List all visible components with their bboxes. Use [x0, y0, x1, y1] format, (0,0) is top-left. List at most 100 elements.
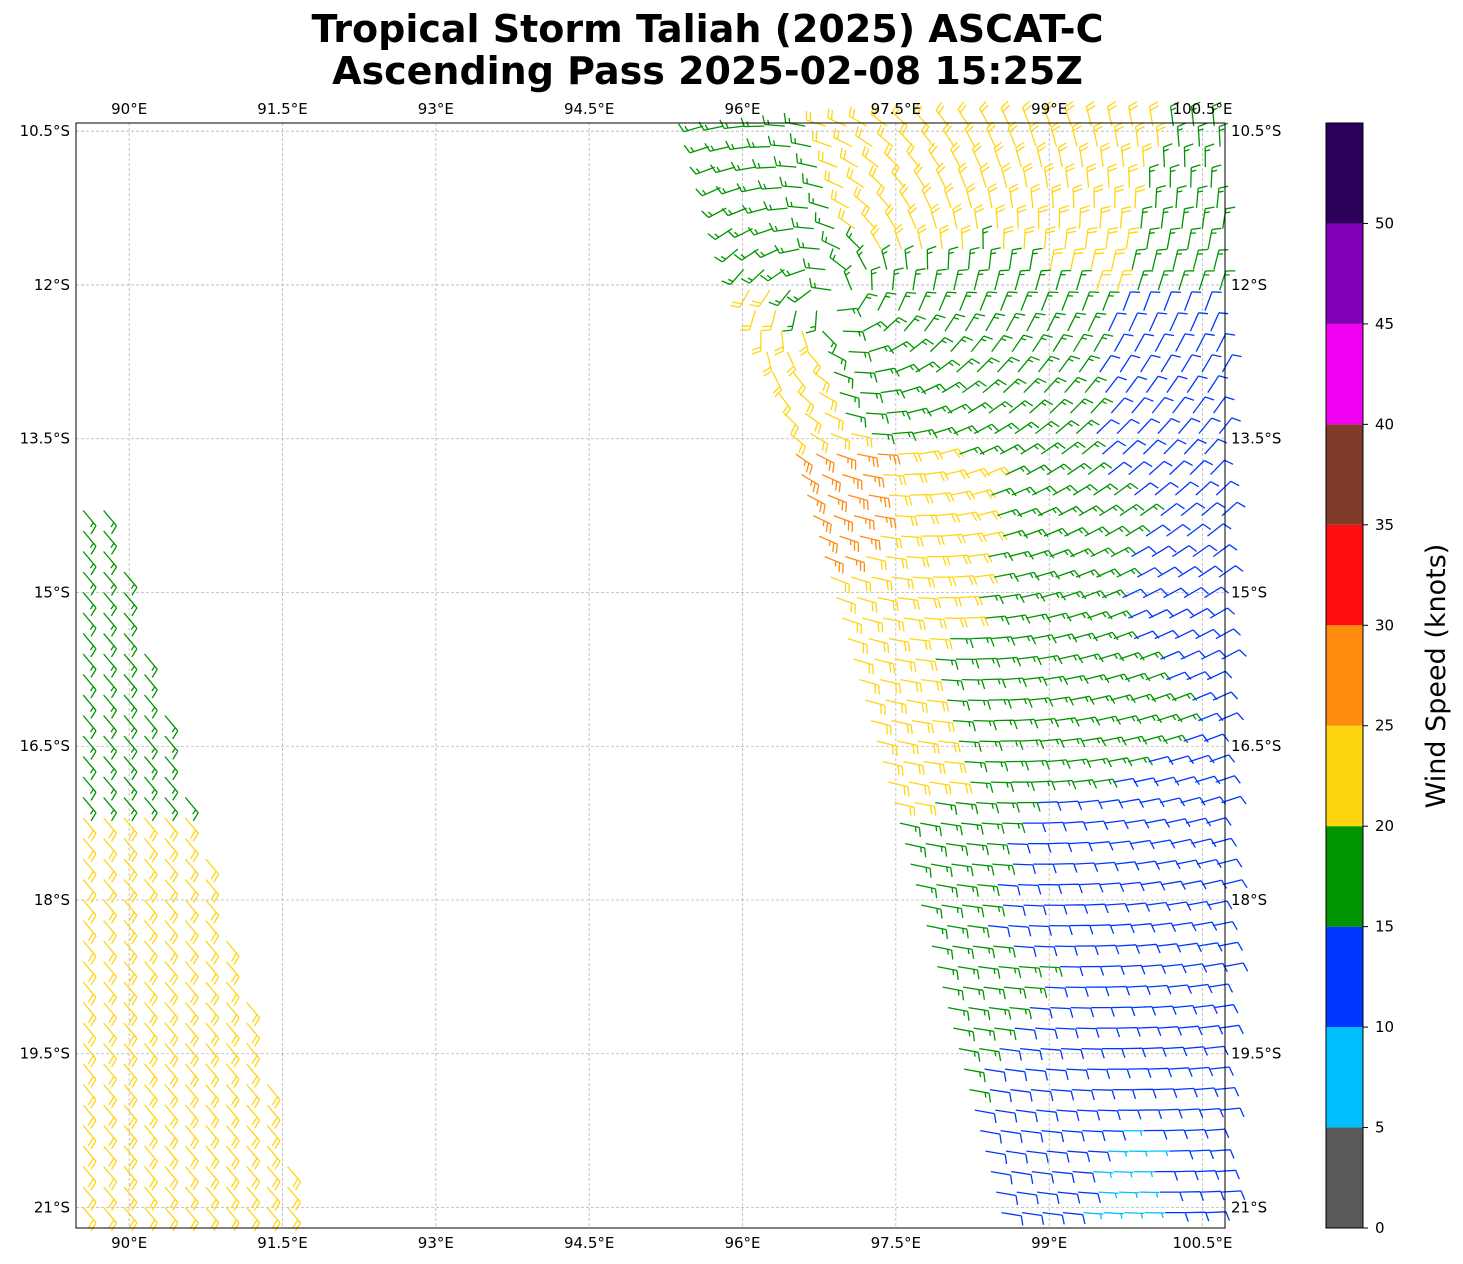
wind-barb	[991, 334, 1013, 352]
wind-barb	[965, 467, 991, 478]
wind-barb	[1213, 1004, 1239, 1014]
wind-barb	[82, 1186, 97, 1211]
wind-barb	[971, 141, 982, 168]
wind-barb	[164, 1207, 179, 1232]
wind-barb	[1175, 185, 1187, 209]
wind-barb	[1210, 459, 1234, 476]
wind-barb	[1180, 650, 1207, 660]
wind-barb	[761, 115, 785, 127]
wind-barb	[184, 1145, 199, 1170]
wind-barb	[1001, 1211, 1024, 1226]
wind-barb	[1163, 439, 1187, 455]
wind-barb	[932, 719, 955, 733]
wind-barb	[1101, 1047, 1126, 1058]
wind-barb	[816, 453, 835, 473]
wind-barb	[1072, 484, 1098, 496]
wind-barb	[103, 571, 118, 596]
wind-barb	[225, 1084, 240, 1109]
wind-barb	[82, 981, 97, 1006]
wind-barb	[1026, 464, 1052, 476]
wind-barb	[1020, 443, 1046, 455]
wind-barb	[144, 694, 158, 719]
wind-barb	[82, 1043, 97, 1068]
wind-barb	[1023, 904, 1047, 916]
wind-barb	[1049, 696, 1075, 706]
wind-barb	[1206, 817, 1232, 826]
wind-barb	[123, 879, 138, 904]
wind-barb	[103, 756, 118, 781]
wind-barb	[1060, 1047, 1085, 1059]
wind-barb	[1005, 614, 1031, 624]
wind-barb	[1091, 1006, 1115, 1017]
wind-barb	[1029, 1006, 1053, 1019]
wind-barb	[1043, 904, 1068, 915]
wind-barb	[987, 183, 998, 209]
wind-barb	[733, 248, 759, 261]
wind-barb	[103, 879, 118, 904]
wind-barb	[763, 201, 788, 211]
wind-barb	[957, 101, 970, 127]
wind-barb	[1058, 505, 1084, 517]
wind-barb	[1213, 248, 1229, 270]
wind-barb	[205, 1084, 220, 1109]
wind-barb	[103, 633, 118, 658]
wind-barb	[1078, 142, 1089, 168]
wind-barb	[144, 735, 158, 760]
x-tick-label-bottom: 97.5°E	[871, 1234, 921, 1252]
wind-barb	[1087, 312, 1107, 332]
wind-barb	[184, 1043, 199, 1068]
wind-barb	[1099, 354, 1121, 373]
wind-barb	[103, 940, 118, 965]
wind-barb	[1116, 269, 1133, 291]
wind-barb	[164, 920, 179, 945]
wind-barb	[123, 1063, 138, 1088]
wind-barb	[814, 212, 835, 230]
wind-barb	[1212, 544, 1238, 558]
wind-barb	[959, 595, 984, 606]
wind-barb	[1189, 1149, 1215, 1160]
colorbar-bin	[1326, 524, 1363, 626]
wind-barb	[1131, 693, 1157, 703]
wind-barb	[877, 453, 901, 465]
wind-barb	[1183, 734, 1209, 743]
x-tick-label-bottom: 91.5°E	[257, 1234, 307, 1252]
wind-barb	[1082, 1129, 1106, 1142]
wind-barb	[205, 1002, 220, 1027]
wind-barb	[938, 740, 961, 753]
wind-barb	[837, 207, 856, 230]
wind-barb	[952, 945, 975, 959]
wind-barb	[246, 1084, 261, 1109]
wind-barb	[1142, 439, 1167, 455]
wind-barb	[1215, 628, 1241, 640]
wind-barb	[1035, 420, 1060, 435]
wind-barb	[977, 883, 1000, 897]
wind-barb	[956, 358, 981, 373]
wind-barb	[123, 653, 138, 678]
wind-barb	[848, 106, 867, 127]
wind-barb	[1061, 441, 1086, 455]
wind-barb	[928, 142, 941, 168]
wind-barb	[1069, 695, 1095, 705]
wind-barb	[1005, 312, 1026, 332]
wind-barb	[894, 801, 916, 817]
wind-barb	[1089, 841, 1114, 851]
wind-barb	[1052, 1170, 1075, 1184]
wind-barb	[225, 1145, 240, 1170]
wind-barb	[1046, 612, 1072, 622]
wind-barb	[1204, 291, 1222, 311]
wind-barb	[184, 981, 199, 1006]
wind-barb	[184, 1166, 199, 1191]
wind-barb	[930, 492, 955, 503]
wind-barb	[795, 153, 818, 168]
wind-barb	[1154, 629, 1180, 640]
wind-barb	[1180, 1191, 1205, 1201]
wind-barb	[1121, 964, 1146, 975]
wind-barb	[1148, 755, 1174, 765]
wind-barb	[935, 162, 946, 188]
wind-barb	[967, 246, 980, 270]
wind-barb	[1090, 397, 1114, 414]
wind-barb	[1203, 733, 1230, 742]
wind-barb	[789, 433, 807, 456]
wind-barb	[184, 920, 199, 945]
wind-barb	[868, 165, 885, 189]
